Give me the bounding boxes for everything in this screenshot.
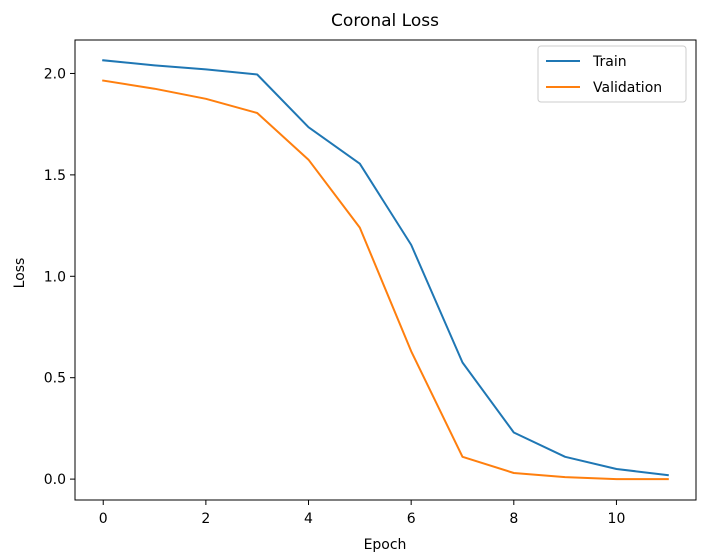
series-line-validation bbox=[102, 79, 669, 481]
y-tick-label: 1.5 bbox=[44, 168, 66, 184]
y-tick-label: 2.0 bbox=[44, 66, 66, 82]
x-tick-label: 10 bbox=[608, 511, 626, 527]
series-line-train bbox=[102, 59, 669, 477]
x-tick-label: 8 bbox=[509, 511, 518, 527]
legend: Train Validation bbox=[537, 45, 687, 103]
x-tick-label: 6 bbox=[407, 511, 416, 527]
x-tick-label: 2 bbox=[201, 511, 210, 527]
y-tick-label: 0.5 bbox=[44, 371, 66, 387]
chart-title: Coronal Loss bbox=[331, 11, 439, 31]
legend-label: Validation bbox=[593, 80, 662, 96]
plot-area: 0 2 4 6 8 10 0.0 0.5 1.0 1.5 2.0 bbox=[44, 39, 697, 527]
x-axis-label: Epoch bbox=[364, 537, 407, 553]
y-tick-label: 1.0 bbox=[44, 269, 66, 285]
x-tick-label: 0 bbox=[99, 511, 108, 527]
legend-label: Train bbox=[592, 54, 627, 70]
y-tick-label: 0.0 bbox=[44, 472, 66, 488]
y-axis-label: Loss bbox=[12, 258, 28, 289]
x-tick-label: 4 bbox=[304, 511, 313, 527]
axes-frame bbox=[74, 39, 697, 501]
